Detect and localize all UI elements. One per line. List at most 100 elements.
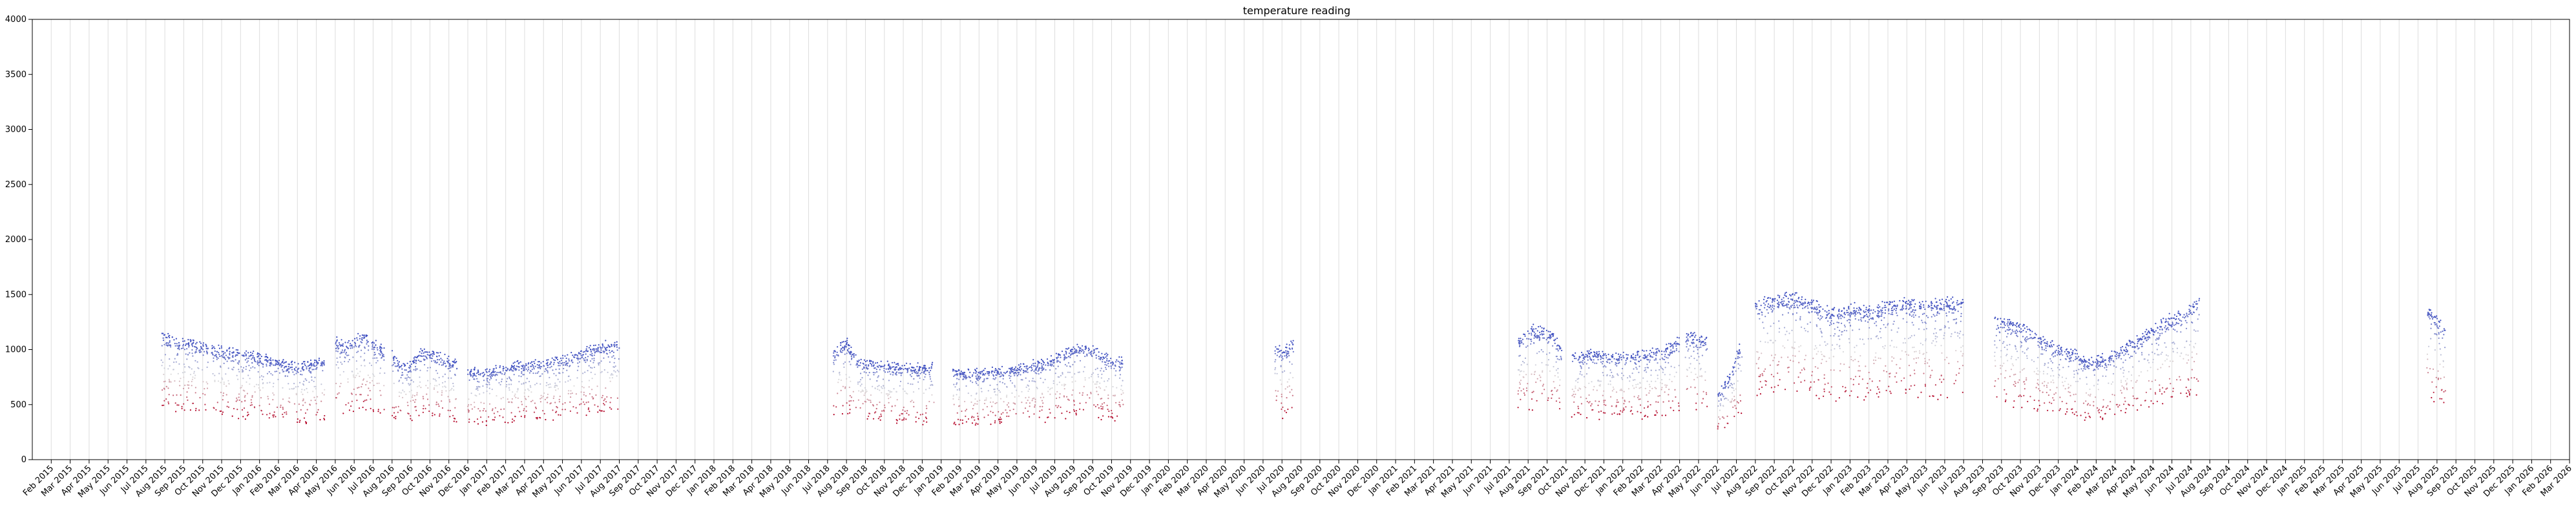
- data-point: [564, 409, 566, 411]
- data-point: [1778, 296, 1781, 298]
- data-point: [1095, 387, 1098, 389]
- data-point: [1527, 330, 1529, 332]
- x-grid: [50, 19, 2570, 460]
- data-point: [992, 374, 994, 376]
- data-point: [1559, 347, 1561, 349]
- data-point: [1604, 365, 1606, 367]
- data-point: [1602, 394, 1604, 396]
- data-point: [1635, 354, 1637, 356]
- data-point: [302, 400, 304, 402]
- data-point: [977, 384, 979, 386]
- data-point: [1120, 356, 1122, 358]
- data-point: [833, 357, 836, 359]
- data-point: [616, 344, 618, 346]
- data-point: [1103, 357, 1105, 360]
- data-point: [982, 372, 984, 374]
- data-point: [875, 407, 877, 410]
- data-point: [874, 372, 876, 374]
- data-point: [395, 406, 397, 408]
- data-point: [1672, 345, 1674, 347]
- data-point: [1663, 351, 1665, 352]
- data-point: [1820, 362, 1822, 364]
- data-point: [450, 377, 452, 379]
- data-point: [905, 362, 908, 364]
- data-point: [856, 363, 858, 365]
- data-point: [316, 367, 318, 369]
- data-point: [324, 419, 326, 421]
- data-point: [848, 386, 850, 389]
- data-point: [297, 418, 298, 420]
- data-point: [843, 363, 844, 365]
- data-point: [445, 390, 447, 392]
- data-point: [1730, 400, 1732, 402]
- data-point: [1696, 347, 1699, 349]
- data-point: [1834, 348, 1836, 350]
- data-point: [338, 392, 340, 394]
- data-point: [924, 370, 926, 372]
- data-point: [1607, 359, 1609, 361]
- data-point: [1275, 400, 1277, 402]
- data-point: [494, 374, 496, 376]
- data-point: [452, 385, 455, 387]
- data-point: [1014, 371, 1016, 374]
- data-point: [1095, 357, 1097, 359]
- data-point: [875, 411, 877, 413]
- data-point: [1036, 372, 1038, 374]
- data-point: [1049, 412, 1051, 414]
- data-point: [1611, 355, 1613, 357]
- data-point: [488, 379, 491, 381]
- data-point: [393, 382, 395, 385]
- data-points: [160, 291, 2446, 430]
- data-point: [585, 350, 587, 352]
- data-point: [1620, 410, 1622, 412]
- data-point: [1781, 356, 1783, 358]
- data-point: [870, 363, 873, 365]
- data-point: [607, 356, 609, 358]
- data-point: [1597, 359, 1599, 361]
- data-point: [524, 389, 527, 391]
- data-point: [850, 352, 852, 354]
- data-point: [1633, 396, 1635, 398]
- data-point: [1002, 412, 1004, 414]
- data-point: [225, 354, 227, 356]
- data-point: [523, 396, 526, 398]
- data-point: [216, 402, 218, 403]
- data-point: [189, 409, 191, 411]
- data-point: [476, 395, 477, 397]
- data-point: [1068, 399, 1070, 401]
- data-point: [527, 366, 529, 368]
- data-point: [1120, 389, 1122, 391]
- data-point: [477, 385, 479, 387]
- data-point: [928, 374, 930, 376]
- data-point: [1002, 375, 1005, 377]
- data-point: [494, 407, 497, 409]
- data-point: [338, 342, 340, 344]
- data-point: [187, 399, 189, 402]
- data-point: [1057, 356, 1059, 358]
- data-point: [351, 400, 353, 402]
- data-point: [1116, 387, 1118, 389]
- data-point: [1764, 384, 1767, 386]
- data-point: [1282, 358, 1284, 360]
- data-point: [562, 364, 565, 366]
- data-point: [1107, 363, 1109, 365]
- data-point: [282, 413, 284, 416]
- data-point: [472, 372, 474, 375]
- data-point: [1116, 415, 1118, 417]
- data-point: [994, 369, 996, 371]
- data-point: [512, 391, 514, 393]
- data-point: [962, 374, 964, 376]
- data-point: [865, 389, 867, 391]
- data-point: [474, 394, 476, 396]
- data-point: [601, 347, 603, 349]
- data-point: [546, 397, 548, 399]
- data-point: [1843, 316, 1845, 318]
- data-point: [395, 357, 397, 360]
- data-point: [1656, 412, 1658, 414]
- data-point: [856, 360, 858, 362]
- data-point: [861, 390, 863, 393]
- data-point: [910, 376, 912, 378]
- data-point: [1848, 321, 1850, 323]
- data-point: [585, 356, 587, 359]
- data-point: [193, 372, 195, 374]
